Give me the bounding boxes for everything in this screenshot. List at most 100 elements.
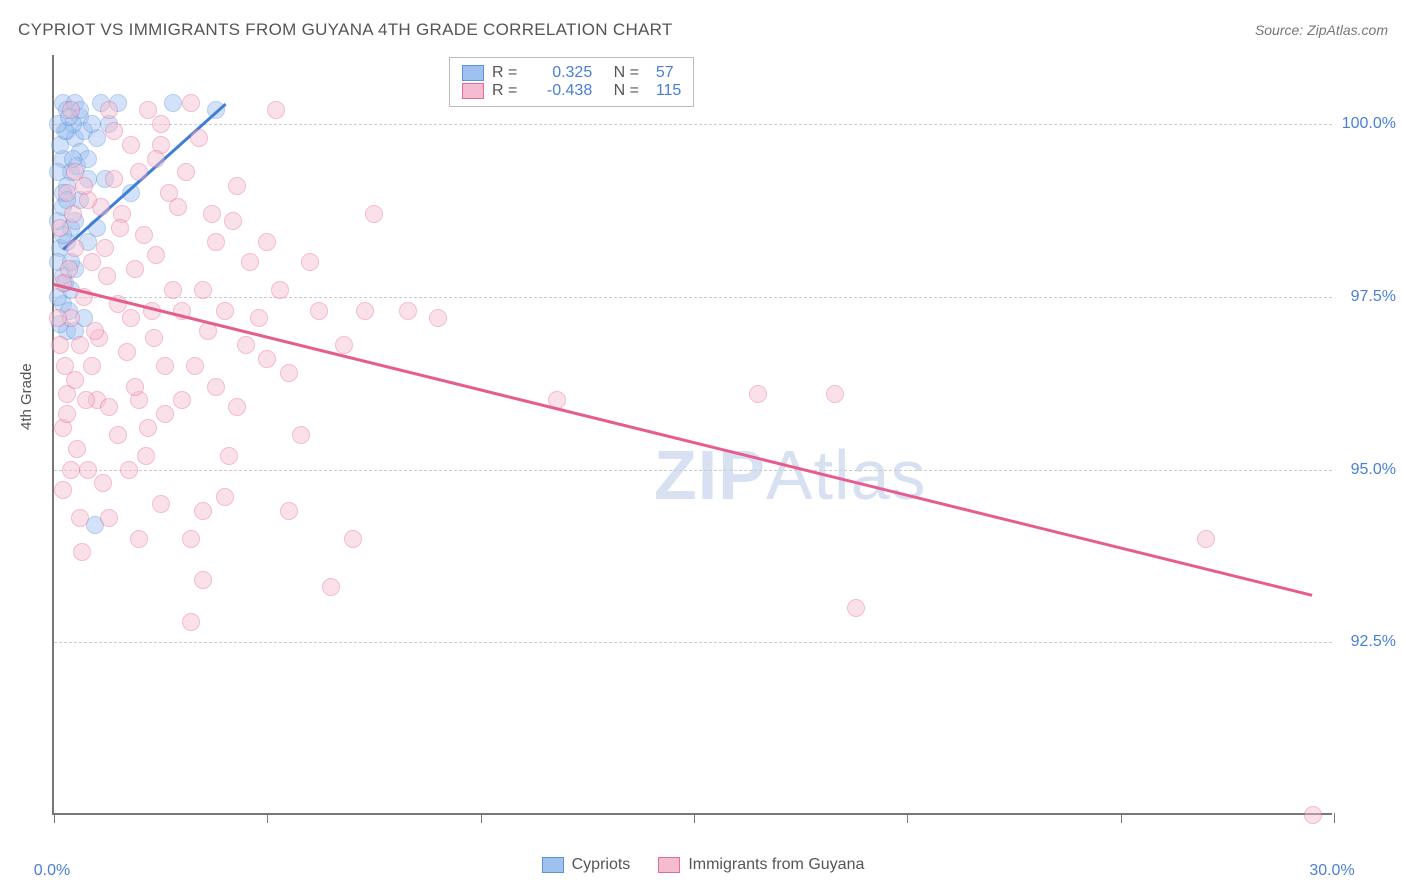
scatter-point: [120, 461, 138, 479]
legend-swatch: [462, 65, 484, 81]
scatter-point: [147, 246, 165, 264]
x-tick: [694, 813, 695, 823]
scatter-point: [66, 239, 84, 257]
y-tick-label: 97.5%: [1351, 288, 1396, 306]
scatter-point: [280, 364, 298, 382]
scatter-point: [310, 302, 328, 320]
legend-r-value: 0.325: [534, 64, 592, 82]
scatter-point: [111, 219, 129, 237]
scatter-point: [118, 343, 136, 361]
scatter-point: [1197, 530, 1215, 548]
scatter-point: [58, 184, 76, 202]
scatter-point: [137, 447, 155, 465]
scatter-point: [122, 136, 140, 154]
scatter-point: [51, 336, 69, 354]
scatter-point: [216, 302, 234, 320]
x-tick: [54, 813, 55, 823]
scatter-point: [749, 385, 767, 403]
x-tick-label: 30.0%: [1309, 862, 1354, 880]
series-legend-item: Immigrants from Guyana: [658, 856, 864, 874]
scatter-point: [203, 205, 221, 223]
scatter-point: [96, 239, 114, 257]
scatter-point: [94, 474, 112, 492]
scatter-point: [68, 440, 86, 458]
scatter-point: [182, 530, 200, 548]
scatter-point: [100, 398, 118, 416]
legend-n-label: N =: [600, 82, 648, 100]
y-tick-label: 95.0%: [1351, 461, 1396, 479]
scatter-point: [194, 281, 212, 299]
scatter-point: [139, 419, 157, 437]
scatter-point: [58, 405, 76, 423]
scatter-point: [83, 253, 101, 271]
scatter-point: [156, 405, 174, 423]
legend-r-value: -0.438: [534, 82, 592, 100]
scatter-point: [250, 309, 268, 327]
series-legend-label: Cypriots: [572, 856, 631, 874]
scatter-point: [182, 94, 200, 112]
scatter-point: [75, 177, 93, 195]
scatter-point: [847, 599, 865, 617]
scatter-point: [429, 309, 447, 327]
scatter-point: [241, 253, 259, 271]
scatter-point: [280, 502, 298, 520]
scatter-point: [83, 357, 101, 375]
scatter-point: [186, 357, 204, 375]
scatter-point: [86, 322, 104, 340]
scatter-point: [49, 163, 67, 181]
scatter-point: [122, 309, 140, 327]
scatter-point: [344, 530, 362, 548]
scatter-point: [71, 336, 89, 354]
legend-n-value: 115: [656, 82, 682, 100]
legend-r-label: R =: [492, 82, 526, 100]
scatter-point: [130, 530, 148, 548]
legend-r-label: R =: [492, 64, 526, 82]
x-tick: [1121, 813, 1122, 823]
x-tick: [267, 813, 268, 823]
scatter-point: [356, 302, 374, 320]
scatter-point: [145, 329, 163, 347]
scatter-point: [399, 302, 417, 320]
legend-swatch: [462, 83, 484, 99]
scatter-point: [267, 101, 285, 119]
scatter-point: [207, 378, 225, 396]
legend-swatch: [658, 857, 680, 873]
watermark: ZIPAtlas: [654, 435, 927, 515]
scatter-point: [216, 488, 234, 506]
watermark-atlas: Atlas: [766, 436, 927, 514]
scatter-point: [1304, 806, 1322, 824]
scatter-point: [79, 461, 97, 479]
series-legend-item: Cypriots: [542, 856, 631, 874]
scatter-point: [130, 163, 148, 181]
scatter-point: [62, 461, 80, 479]
x-tick: [1334, 813, 1335, 823]
scatter-point: [60, 260, 78, 278]
scatter-point: [194, 571, 212, 589]
scatter-point: [54, 481, 72, 499]
scatter-point: [77, 391, 95, 409]
y-axis-label: 4th Grade: [18, 363, 35, 430]
chart-header: CYPRIOT VS IMMIGRANTS FROM GUYANA 4TH GR…: [18, 20, 1388, 40]
scatter-point: [258, 350, 276, 368]
scatter-point: [164, 94, 182, 112]
trend-line: [54, 283, 1313, 596]
y-tick-label: 92.5%: [1351, 633, 1396, 651]
scatter-point: [224, 212, 242, 230]
scatter-point: [237, 336, 255, 354]
scatter-point: [100, 509, 118, 527]
scatter-point: [152, 495, 170, 513]
scatter-point: [207, 233, 225, 251]
y-tick-label: 100.0%: [1342, 115, 1396, 133]
scatter-point: [126, 260, 144, 278]
scatter-point: [100, 101, 118, 119]
scatter-point: [147, 150, 165, 168]
scatter-point: [98, 267, 116, 285]
scatter-point: [51, 219, 69, 237]
gridline-h: [54, 124, 1332, 125]
scatter-point: [135, 226, 153, 244]
scatter-point: [335, 336, 353, 354]
x-tick-label: 0.0%: [34, 862, 70, 880]
scatter-point: [194, 502, 212, 520]
scatter-point: [173, 391, 191, 409]
stats-legend-row: R = -0.438 N = 115: [462, 82, 681, 100]
